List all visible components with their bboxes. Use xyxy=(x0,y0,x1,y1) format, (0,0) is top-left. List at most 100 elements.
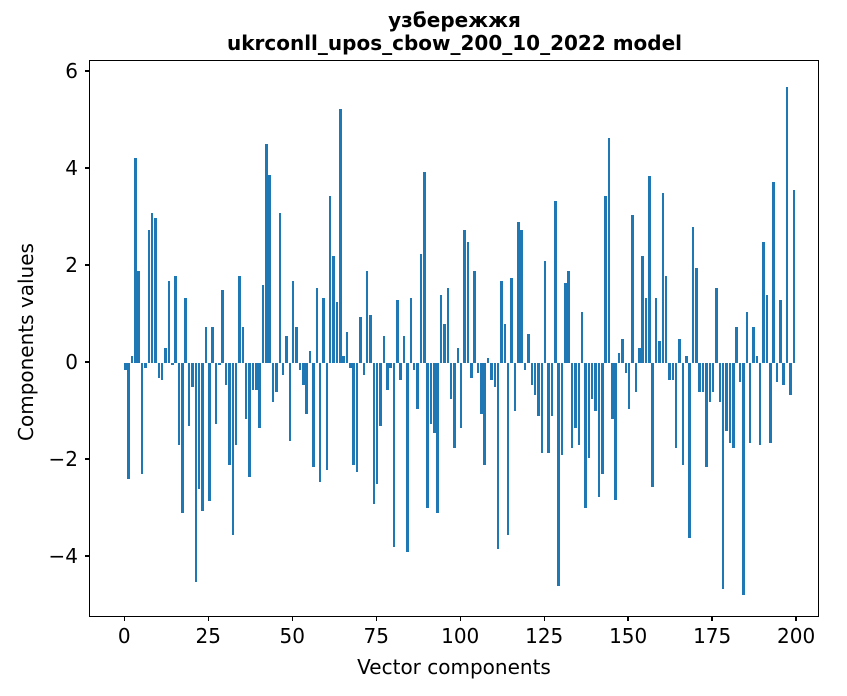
bar xyxy=(171,363,174,366)
bar xyxy=(251,363,255,390)
bar xyxy=(584,363,587,509)
bar xyxy=(436,363,439,514)
bar xyxy=(147,229,151,363)
y-tick-label: 6 xyxy=(65,59,78,84)
x-tick xyxy=(795,617,797,621)
bar xyxy=(456,348,460,363)
bar xyxy=(547,363,550,453)
bar xyxy=(281,363,285,376)
bar xyxy=(634,363,638,393)
bar xyxy=(668,363,671,380)
bar xyxy=(473,270,476,363)
bar xyxy=(352,363,355,465)
y-tick-label: 2 xyxy=(65,253,78,278)
bar xyxy=(587,363,591,458)
y-tick-label: −4 xyxy=(48,543,78,568)
y-tick xyxy=(85,70,89,72)
bar xyxy=(204,326,208,363)
bar xyxy=(758,363,762,446)
bar xyxy=(604,195,607,363)
bar xyxy=(285,336,288,363)
bar xyxy=(470,363,473,378)
bar xyxy=(641,256,644,363)
bar xyxy=(275,363,278,393)
bar xyxy=(533,363,537,395)
bar xyxy=(318,363,322,482)
bar xyxy=(140,363,144,475)
bar xyxy=(174,275,177,363)
bar xyxy=(305,363,308,414)
bar xyxy=(493,363,497,388)
chart-title-word: узбережжя xyxy=(388,8,521,32)
bar xyxy=(389,363,392,368)
bar xyxy=(503,324,507,363)
bar xyxy=(755,355,759,363)
bar xyxy=(480,363,483,414)
bar xyxy=(399,363,402,380)
bar xyxy=(557,363,560,586)
bar xyxy=(463,229,466,363)
bar xyxy=(224,363,228,385)
bar xyxy=(208,363,211,502)
bar xyxy=(291,280,295,363)
bar xyxy=(241,326,245,363)
bar xyxy=(527,333,530,363)
bar xyxy=(611,363,614,419)
bar xyxy=(265,143,268,363)
bar xyxy=(554,200,557,363)
x-tick-label: 75 xyxy=(363,624,389,648)
bar xyxy=(577,363,581,446)
bar xyxy=(708,363,712,402)
y-tick xyxy=(85,264,89,266)
bar xyxy=(459,363,463,429)
bar xyxy=(315,287,318,363)
bar xyxy=(718,363,722,402)
bar xyxy=(792,189,796,363)
bar xyxy=(745,312,748,363)
x-tick-label: 175 xyxy=(693,624,732,648)
bar xyxy=(423,171,426,363)
bar xyxy=(335,302,339,363)
x-tick xyxy=(291,617,293,621)
bar xyxy=(197,363,201,490)
bar xyxy=(234,363,238,446)
bar xyxy=(701,363,705,393)
bar xyxy=(769,363,772,443)
x-tick-label: 150 xyxy=(609,624,648,648)
bar xyxy=(402,336,406,363)
bar xyxy=(560,363,564,456)
bar xyxy=(134,157,137,363)
bar xyxy=(681,363,685,465)
bar xyxy=(742,363,745,595)
bar xyxy=(322,297,325,363)
bar xyxy=(721,363,725,590)
bar xyxy=(567,270,570,363)
bar xyxy=(685,355,688,363)
bar xyxy=(517,222,520,363)
bar xyxy=(762,241,765,363)
bar xyxy=(191,363,194,388)
bar xyxy=(308,350,312,363)
bar xyxy=(490,363,493,380)
x-tick xyxy=(375,617,377,621)
bar xyxy=(765,295,769,363)
bar xyxy=(157,363,161,378)
y-axis-label: Components values xyxy=(14,243,38,441)
y-tick xyxy=(85,167,89,169)
bar xyxy=(658,341,661,363)
bar xyxy=(124,363,127,371)
bar xyxy=(167,280,171,363)
bar xyxy=(144,363,147,368)
bar xyxy=(184,297,187,363)
bar xyxy=(597,363,601,497)
bar xyxy=(779,299,782,363)
bar xyxy=(483,363,486,465)
bar xyxy=(221,290,224,363)
bar xyxy=(325,363,329,470)
bar xyxy=(365,270,369,363)
x-tick-label: 100 xyxy=(441,624,480,648)
bar xyxy=(255,363,258,390)
bar xyxy=(214,363,218,424)
bar xyxy=(510,278,513,363)
